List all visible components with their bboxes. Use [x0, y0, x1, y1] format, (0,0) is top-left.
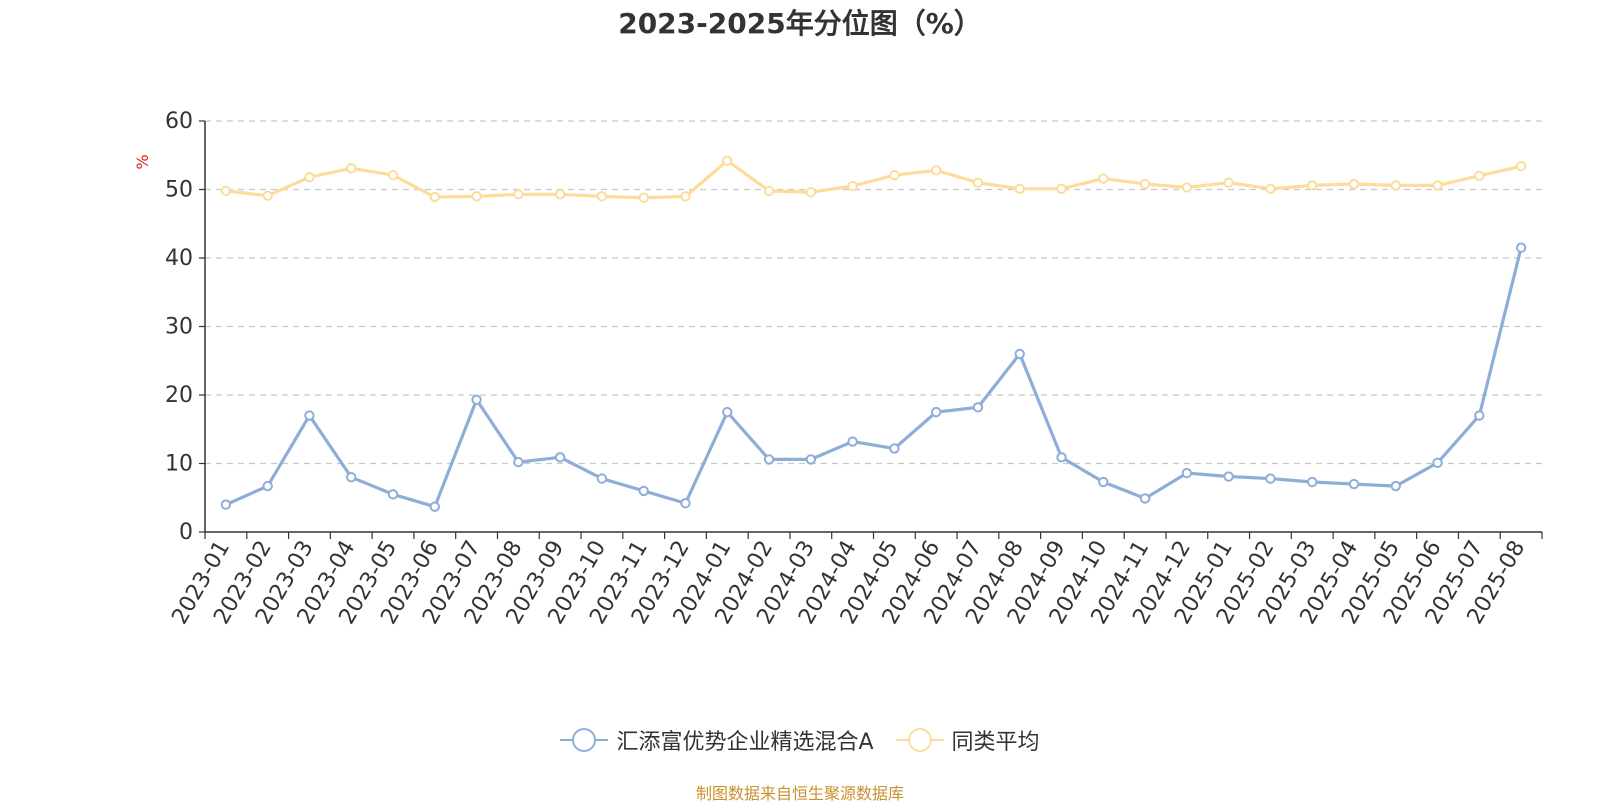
y-tick-label: 30: [165, 315, 193, 340]
data-point: [220, 499, 232, 510]
legend: 汇添富优势企业精选混合A 同类平均: [0, 724, 1600, 756]
data-point: [1265, 183, 1276, 195]
data-point: [722, 406, 733, 418]
data-point: [1432, 457, 1443, 469]
data-point: [1474, 170, 1485, 182]
data-point: [471, 191, 482, 202]
data-point: [972, 177, 984, 188]
data-point: [387, 489, 399, 500]
data-point: [429, 501, 440, 512]
series-1: [220, 242, 1527, 512]
data-point: [1181, 182, 1193, 193]
series-line: [225, 159, 1522, 200]
data-point: [1515, 242, 1527, 253]
y-tick-label: 0: [179, 520, 193, 545]
data-point: [513, 456, 524, 468]
chart-title: 2023-2025年分位图（%）: [618, 7, 982, 40]
legend-item-series-2[interactable]: 同类平均: [895, 724, 1040, 756]
data-point: [680, 191, 691, 202]
y-tick-label: 60: [165, 109, 193, 134]
data-point: [680, 498, 691, 509]
data-point: [763, 185, 775, 197]
data-point: [1432, 180, 1443, 191]
series-layer: [220, 155, 1527, 512]
data-point: [1098, 476, 1109, 488]
data-point: [1014, 348, 1025, 360]
data-point: [346, 472, 357, 483]
data-point: [1139, 493, 1151, 504]
data-point: [1390, 180, 1401, 191]
data-point: [554, 452, 566, 463]
data-point: [889, 169, 900, 181]
grid-lines: [205, 120, 1542, 465]
data-point: [1056, 183, 1067, 195]
data-point: [1139, 178, 1151, 190]
data-point: [1098, 173, 1109, 184]
data-point: [930, 406, 942, 418]
data-point: [346, 163, 357, 174]
y-tick-label: 50: [165, 178, 193, 203]
data-point: [471, 394, 482, 405]
data-point: [1348, 178, 1360, 190]
data-point: [429, 191, 440, 203]
legend-item-series-1[interactable]: 汇添富优势企业精选混合A: [560, 724, 874, 756]
y-axis: 0 10 20 30 40 50 60: [165, 109, 206, 545]
legend-line-marker-icon: [560, 727, 609, 753]
chart-plot: 0 10 20 30 40 50 60 2023-012023-022023-032023-…: [133, 109, 1543, 629]
legend-label: 汇添富优势企业精选混合A: [616, 730, 874, 755]
data-point: [304, 410, 315, 421]
data-point: [262, 480, 273, 492]
data-point: [1348, 478, 1360, 490]
data-point: [596, 191, 608, 202]
data-point: [1474, 410, 1485, 421]
data-point: [262, 190, 273, 201]
data-point: [1390, 480, 1401, 492]
data-point: [1223, 177, 1234, 188]
legend-line-marker-icon: [895, 727, 944, 753]
data-point: [1223, 471, 1234, 482]
source-note: 制图数据来自恒生聚源数据库: [695, 784, 904, 803]
series-2: [220, 155, 1527, 203]
data-point: [847, 436, 858, 447]
y-tick-label: 40: [165, 246, 193, 271]
data-point: [763, 454, 775, 465]
data-point: [805, 454, 817, 465]
data-point: [722, 155, 733, 166]
data-point: [220, 185, 232, 197]
data-point: [1265, 473, 1276, 484]
data-point: [387, 169, 399, 181]
data-point: [1515, 161, 1527, 172]
series-line: [225, 247, 1523, 509]
data-point: [972, 402, 984, 413]
data-point: [1307, 476, 1318, 488]
data-point: [554, 189, 566, 200]
y-tick-label: 20: [165, 383, 193, 408]
data-point: [1014, 183, 1025, 195]
data-point: [847, 180, 858, 192]
data-point: [1056, 452, 1067, 463]
legend-label: 同类平均: [951, 730, 1040, 755]
data-point: [889, 443, 900, 454]
data-point: [930, 165, 942, 176]
data-point: [805, 187, 817, 198]
data-point: [1181, 467, 1193, 479]
data-point: [513, 189, 524, 200]
data-point: [596, 473, 608, 484]
y-axis-label: %: [133, 154, 152, 169]
data-point: [1307, 180, 1318, 191]
x-axis: 2023-012023-022023-032023-042023-052023-…: [167, 531, 1543, 629]
data-point: [638, 192, 649, 203]
data-point: [638, 485, 649, 497]
data-point: [304, 171, 315, 183]
y-tick-label: 10: [165, 452, 193, 477]
